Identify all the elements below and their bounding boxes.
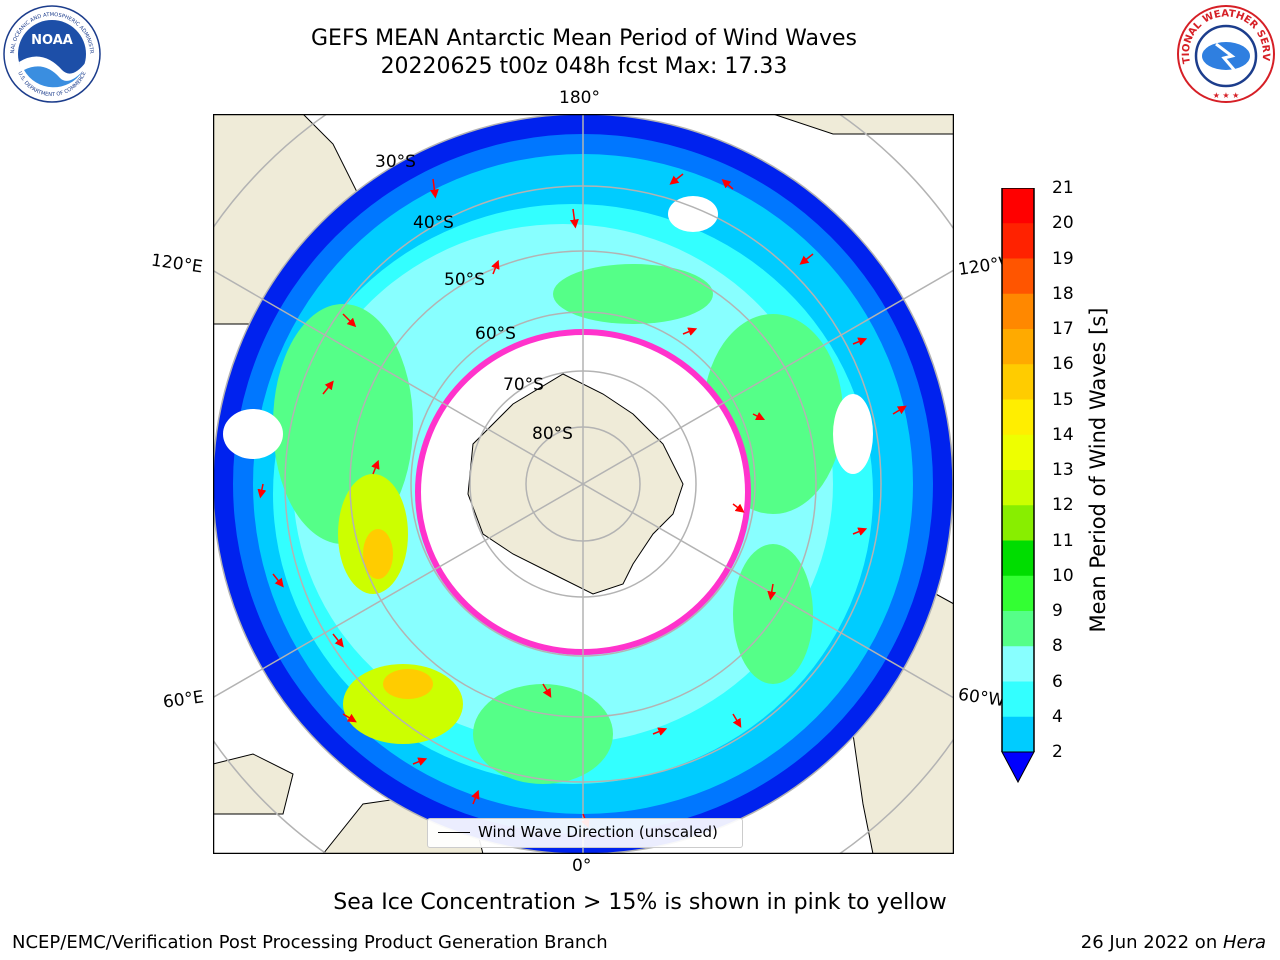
lon-label-60e: 60°E (161, 687, 206, 713)
colorbar-tick-label: 2 (1052, 742, 1063, 762)
footer-host: Hera (1222, 932, 1266, 953)
colorbar-tick-label: 13 (1052, 460, 1074, 480)
colorbar-segment (1002, 364, 1034, 400)
chart-subtitle: 20220625 t00z 048h fcst Max: 17.33 (380, 54, 788, 79)
colorbar-tick-label: 14 (1052, 424, 1074, 445)
colorbar-segment (1002, 399, 1034, 436)
colorbar-segment (1002, 258, 1034, 295)
colorbar-segment (1002, 470, 1034, 506)
lat-label-30s: 30°S (375, 152, 416, 172)
colorbar-segment (1002, 293, 1034, 330)
lat-label-60s: 60°S (475, 324, 516, 344)
footer-date-text: 26 Jun 2022 on (1080, 932, 1223, 953)
chart-title: GEFS MEAN Antarctic Mean Period of Wind … (311, 26, 857, 51)
colorbar-tick-label: 20 (1052, 213, 1074, 234)
lon-label-0: 0° (572, 856, 592, 876)
polar-map (213, 114, 954, 854)
antarctica (467, 373, 684, 595)
lon-label-120e: 120°E (149, 250, 204, 278)
sea-ice-note: Sea Ice Concentration > 15% is shown in … (333, 890, 947, 915)
lat-label-40s: 40°S (413, 213, 454, 233)
legend-line-swatch (438, 832, 470, 833)
colorbar-tick-label: 4 (1052, 706, 1063, 727)
map-legend: Wind Wave Direction (unscaled) (427, 818, 743, 848)
colorbar-extend-triangle (1001, 751, 1035, 784)
nws-logo: NATIONAL WEATHER SERVICE ★ ★ ★ (1176, 4, 1275, 103)
colorbar-segment (1002, 223, 1034, 259)
colorbar-segment (1002, 646, 1034, 682)
colorbar-segment (1002, 540, 1034, 577)
svg-text:★ ★ ★: ★ ★ ★ (1213, 91, 1240, 100)
colorbar-segment (1002, 434, 1034, 471)
colorbar-segment (1002, 716, 1034, 753)
colorbar-segment (1002, 505, 1034, 541)
colorbar-tick-label: 6 (1052, 671, 1063, 692)
colorbar-label: Mean Period of Wind Waves [s] (1086, 307, 1110, 633)
colorbar-tick-label: 15 (1052, 389, 1074, 410)
colorbar-segment (1002, 188, 1034, 224)
colorbar-segment (1002, 611, 1034, 647)
wave-direction-arrows (257, 173, 907, 829)
colorbar-tick-label: 12 (1052, 495, 1074, 516)
footer-credit: NCEP/EMC/Verification Post Processing Pr… (12, 932, 608, 953)
noaa-logo: NOAA NATIONAL OCEANIC AND ATMOSPHERIC AD… (2, 4, 101, 103)
colorbar-tick-label: 18 (1052, 283, 1074, 304)
colorbar-segment (1002, 575, 1034, 612)
lat-label-70s: 70°S (503, 375, 544, 395)
noaa-logo-text: NOAA (31, 33, 73, 48)
lon-label-60w: 60°W (956, 684, 1007, 712)
colorbar-tick-label: 10 (1052, 565, 1074, 586)
lon-label-180: 180° (559, 88, 600, 108)
colorbar-tick-label: 11 (1052, 530, 1074, 551)
colorbar-tick-label: 21 (1052, 178, 1074, 198)
lat-label-50s: 50°S (444, 270, 485, 290)
colorbar-segment (1002, 681, 1034, 718)
colorbar-tick-label: 19 (1052, 248, 1074, 269)
colorbar-tick-label: 8 (1052, 636, 1063, 657)
colorbar-tick-label: 9 (1052, 601, 1063, 621)
legend-label: Wind Wave Direction (unscaled) (478, 823, 718, 841)
colorbar-tick-label: 17 (1052, 319, 1074, 339)
colorbar-tick-label: 16 (1052, 354, 1074, 375)
colorbar (1001, 188, 1035, 784)
colorbar-segment (1002, 329, 1034, 365)
footer-date: 26 Jun 2022 on Hera (1081, 932, 1266, 953)
lat-label-80s: 80°S (532, 424, 573, 444)
